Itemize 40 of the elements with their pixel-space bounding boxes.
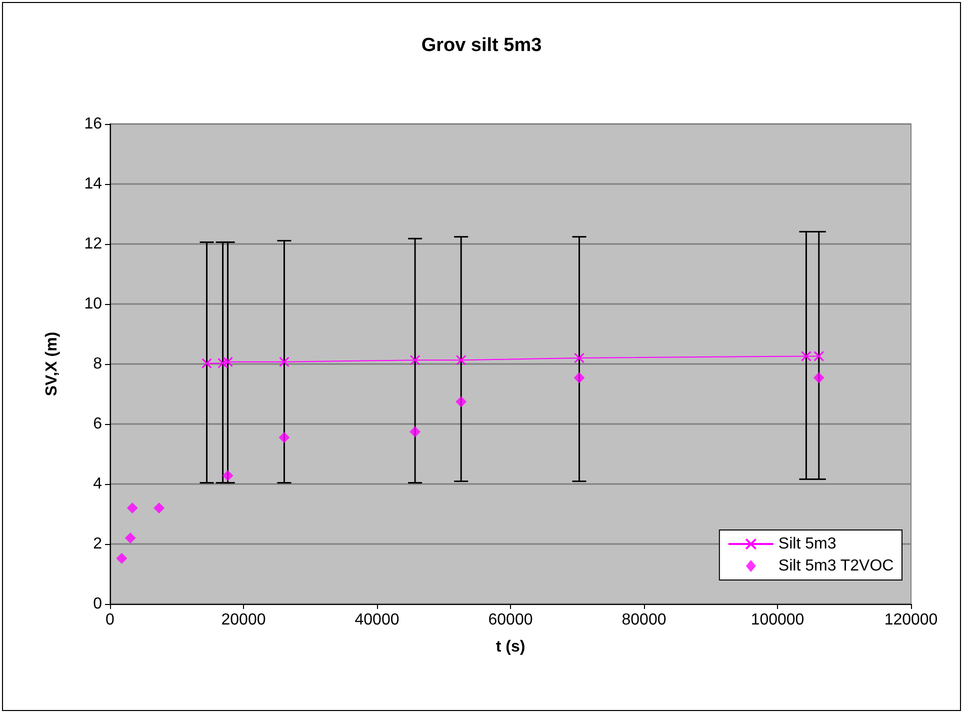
y-tick-label: 6 bbox=[93, 416, 102, 432]
point bbox=[278, 356, 290, 368]
x-tick-label: 120000 bbox=[884, 612, 938, 628]
point bbox=[574, 372, 585, 384]
point bbox=[574, 352, 585, 364]
legend-label: Silt 5m3 T2VOC bbox=[778, 558, 894, 574]
point bbox=[800, 350, 812, 362]
chart-title: Grov silt 5m3 bbox=[421, 35, 542, 56]
x-axis-title: t (s) bbox=[496, 638, 526, 656]
point bbox=[154, 502, 165, 514]
x-tick-label: 80000 bbox=[622, 612, 666, 628]
x-tick-label: 60000 bbox=[488, 612, 533, 628]
point bbox=[218, 358, 228, 368]
point bbox=[126, 502, 138, 514]
point bbox=[410, 426, 421, 438]
y-tick-label: 16 bbox=[84, 116, 102, 132]
y-tick-label: 0 bbox=[93, 596, 102, 612]
y-tick-label: 4 bbox=[93, 476, 102, 492]
x-tick-label: 100000 bbox=[750, 612, 804, 628]
x-tick-label: 20000 bbox=[221, 612, 266, 628]
x-tick-label: 40000 bbox=[354, 612, 400, 628]
point bbox=[278, 432, 290, 443]
point bbox=[202, 358, 212, 369]
point bbox=[813, 372, 824, 384]
y-axis-title: SV,X (m) bbox=[44, 332, 60, 396]
y-tick-label: 10 bbox=[84, 296, 102, 312]
y-tick-label: 14 bbox=[84, 176, 102, 192]
point bbox=[410, 354, 420, 366]
point bbox=[456, 354, 466, 366]
point bbox=[124, 532, 136, 544]
point bbox=[116, 552, 128, 564]
point bbox=[222, 356, 234, 368]
point bbox=[222, 470, 234, 482]
point bbox=[814, 350, 824, 362]
y-tick-label: 8 bbox=[93, 356, 102, 372]
legend-label: Silt 5m3 bbox=[778, 536, 836, 552]
point bbox=[456, 396, 467, 408]
y-tick-label: 12 bbox=[84, 236, 102, 252]
y-tick-label: 2 bbox=[93, 536, 102, 552]
x-tick-label: 0 bbox=[106, 612, 115, 628]
